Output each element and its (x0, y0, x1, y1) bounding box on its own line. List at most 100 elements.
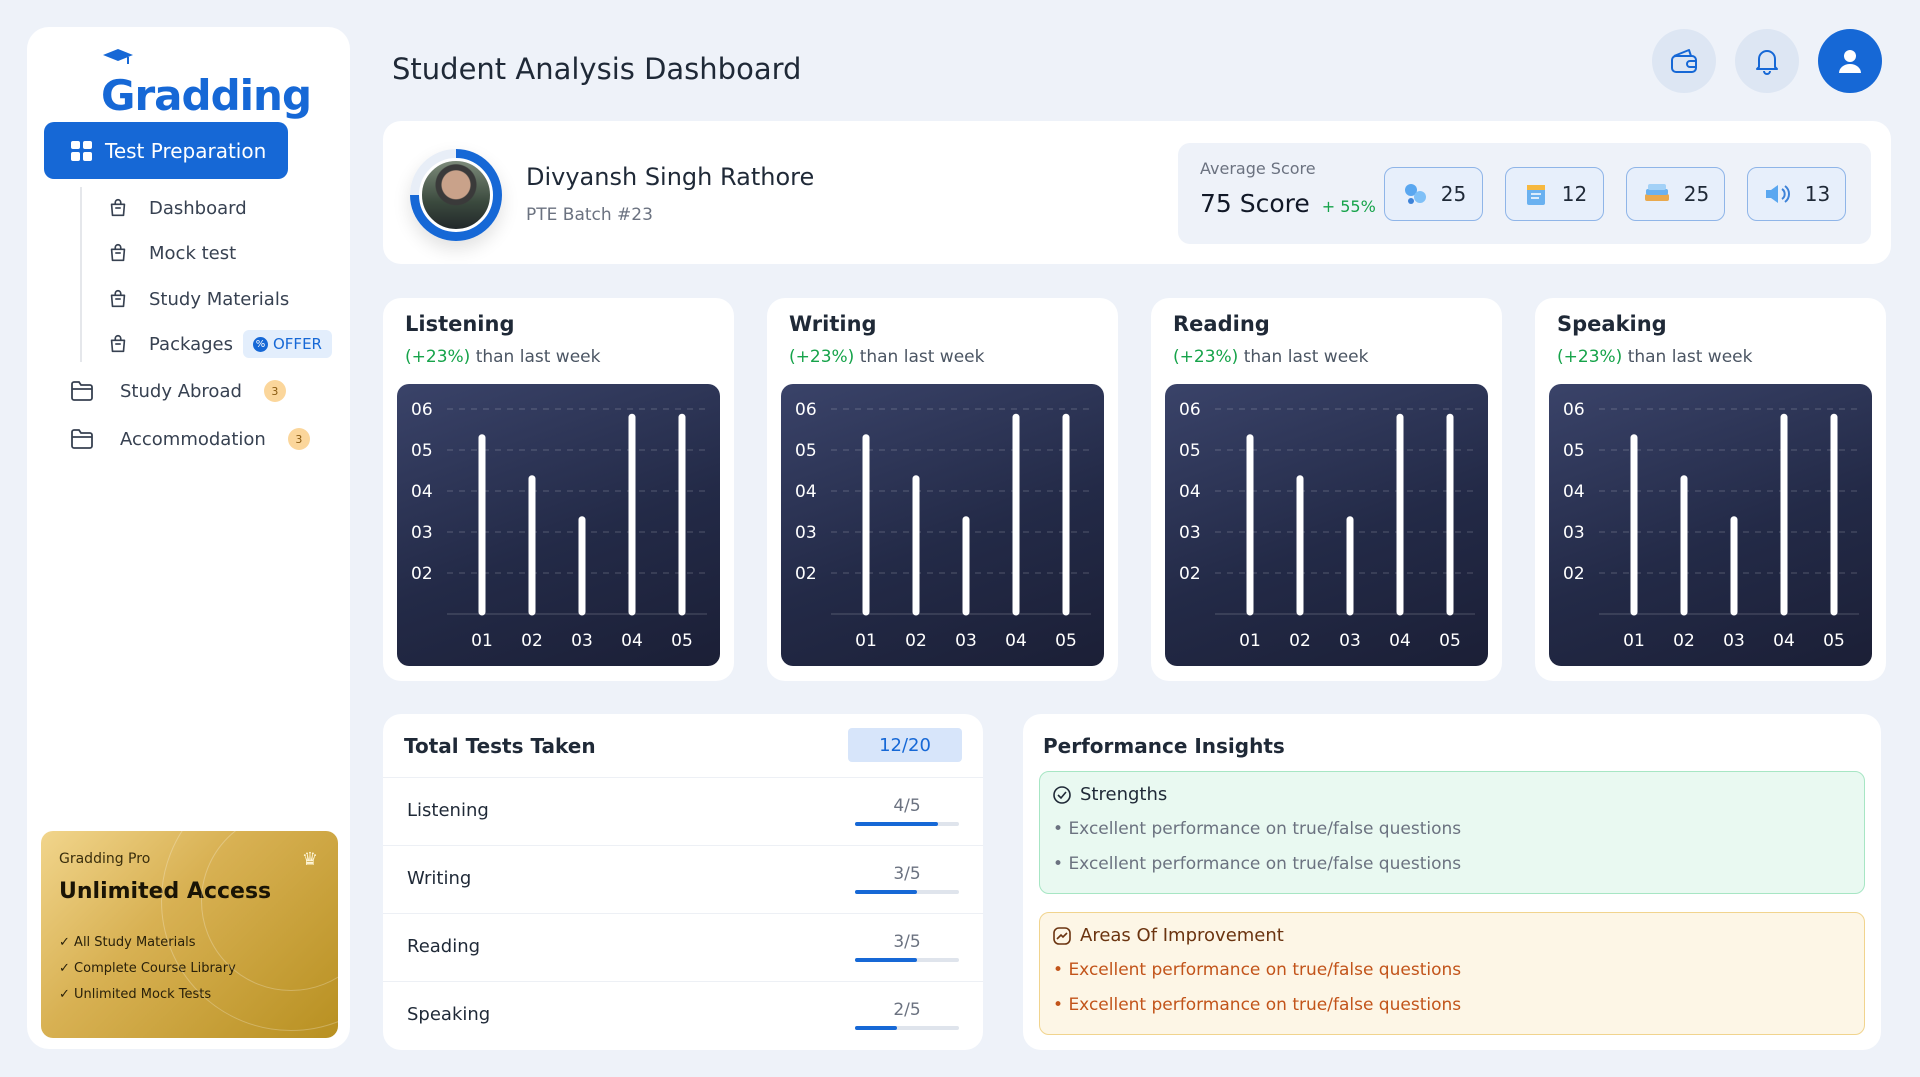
chart-y-tick: 03 (795, 523, 817, 543)
improvement-box: Areas Of Improvement • Excellent perform… (1039, 912, 1865, 1035)
test-row-label: Writing (407, 868, 472, 889)
test-row-progress-fill (855, 822, 939, 826)
test-row-listening[interactable]: Listening 4/5 (383, 777, 983, 845)
chart-y-tick: 05 (795, 441, 817, 461)
average-score-number: 75 Score (1200, 189, 1310, 218)
chart-y-tick: 02 (411, 564, 433, 584)
skill-title: Speaking (1557, 312, 1667, 336)
test-row-reading[interactable]: Reading 3/5 (383, 913, 983, 981)
test-row-label: Listening (407, 800, 489, 821)
skill-card-reading[interactable]: Reading (+23%) than last week 06 05 04 03 02… (1151, 298, 1502, 681)
chart-x-tick: 05 (671, 631, 693, 651)
test-row-progress (855, 890, 959, 894)
count-badge: 3 (263, 380, 286, 402)
nav-test-preparation[interactable]: Test Preparation (44, 122, 288, 179)
test-row-speaking[interactable]: Speaking 2/5 (383, 981, 983, 1049)
subnav-item-packages[interactable]: Packages % OFFER (107, 330, 332, 358)
chart-y-tick: 03 (411, 523, 433, 543)
sidebar-item-study-abroad[interactable]: Study Abroad 3 (70, 380, 286, 402)
crown-icon: ♛ (301, 849, 318, 870)
profile-button[interactable] (1818, 29, 1882, 93)
promo-feature: ✓ All Study Materials (59, 930, 320, 956)
skill-card-speaking[interactable]: Speaking (+23%) than last week 06 05 04 03 0… (1535, 298, 1886, 681)
sidebar-item-label: Accommodation (120, 428, 266, 450)
bag-icon (110, 243, 126, 262)
skill-bar-chart-svg: 06 05 04 03 02 01 02 03 04 05 (795, 400, 1091, 651)
skill-change-pct: (+23%) (789, 347, 855, 367)
avatar[interactable] (419, 158, 493, 232)
total-tests-card: Total Tests Taken 12/20 Listening 4/5 Wr… (383, 714, 983, 1050)
strength-item: • Excellent performance on true/false qu… (1053, 854, 1462, 874)
test-row-writing[interactable]: Writing 3/5 (383, 845, 983, 913)
chart-y-tick: 03 (1179, 523, 1201, 543)
test-row-progress (855, 958, 959, 962)
stat-speaking[interactable]: 13 (1747, 167, 1846, 221)
chart-x-tick: 02 (905, 631, 927, 651)
chart-y-tick: 02 (1179, 564, 1201, 584)
subnav-item-label: Mock test (149, 242, 237, 264)
skill-bar-chart-svg: 06 05 04 03 02 01 02 03 04 05 (1563, 400, 1859, 651)
promo-feature-label: All Study Materials (74, 935, 196, 950)
subnav-item-label: Packages (149, 333, 233, 355)
count-badge: 3 (287, 428, 310, 450)
subnav-line (80, 187, 82, 362)
notifications-button[interactable] (1735, 29, 1799, 93)
chart-y-tick: 05 (1179, 441, 1201, 461)
performance-insights-card: Performance Insights Strengths • Excelle… (1023, 714, 1881, 1050)
chart-y-tick: 06 (1179, 400, 1201, 420)
skill-title: Reading (1173, 312, 1270, 336)
skill-change-note: than last week (859, 347, 985, 367)
skill-card-writing[interactable]: Writing (+23%) than last week 06 05 04 03 02… (767, 298, 1118, 681)
stat-reading[interactable]: 25 (1626, 167, 1725, 221)
chart-y-tick: 06 (1563, 400, 1585, 420)
folder-icon (71, 429, 93, 449)
sidebar-item-accommodation[interactable]: Accommodation 3 (70, 428, 310, 450)
stat-listening[interactable]: 25 (1384, 167, 1483, 221)
student-profile-card: Divyansh Singh Rathore PTE Batch #23 Ave… (383, 121, 1891, 264)
improvement-title: Areas Of Improvement (1080, 925, 1284, 946)
chart-x-tick: 03 (955, 631, 977, 651)
chart-y-tick: 04 (411, 482, 433, 502)
improvement-header: Areas Of Improvement (1052, 925, 1284, 946)
check-icon: ✓ (59, 961, 70, 976)
wallet-button[interactable] (1652, 29, 1716, 93)
skill-change: (+23%) than last week (1173, 347, 1368, 367)
chart-y-tick: 06 (795, 400, 817, 420)
bag-icon (110, 334, 126, 353)
skill-change: (+23%) than last week (789, 347, 984, 367)
skill-change-pct: (+23%) (1557, 347, 1623, 367)
average-score-delta: + 55% (1321, 197, 1376, 216)
writing-icon (1526, 185, 1545, 205)
promo-feature-label: Unlimited Mock Tests (74, 987, 212, 1002)
test-row-label: Speaking (407, 1004, 491, 1025)
strengths-box: Strengths • Excellent performance on tru… (1039, 771, 1865, 894)
stat-writing[interactable]: 12 (1505, 167, 1604, 221)
test-row-progress-fill (855, 1026, 897, 1030)
chart-y-tick: 02 (795, 564, 817, 584)
subnav-item-mock-test[interactable]: Mock test (107, 242, 236, 264)
test-row-progress (855, 822, 959, 826)
skill-change-pct: (+23%) (1173, 347, 1239, 367)
nav-test-preparation-label: Test Preparation (105, 138, 267, 163)
average-score-panel: Average Score 75 Score + 55% 25 12 25 (1178, 143, 1871, 244)
gradding-logo[interactable]: Gradding (101, 71, 312, 120)
average-score-label: Average Score (1200, 159, 1316, 178)
offer-badge: % OFFER (243, 330, 332, 358)
wallet-icon (1671, 49, 1697, 73)
pro-promo-card[interactable]: ♛ Gradding Pro Unlimited Access ✓ All St… (41, 831, 338, 1038)
strengths-header: Strengths (1052, 784, 1167, 805)
improvement-item: • Excellent performance on true/false qu… (1053, 960, 1462, 980)
chart-x-tick: 01 (855, 631, 877, 651)
subnav-item-study-materials[interactable]: Study Materials (107, 288, 289, 310)
skill-bar-chart: 06 05 04 03 02 01 02 03 04 05 (397, 384, 720, 666)
subnav-item-dashboard[interactable]: Dashboard (107, 197, 247, 219)
skill-card-listening[interactable]: Listening (+23%) than last week 06 05 04 03… (383, 298, 734, 681)
chart-y-tick: 05 (411, 441, 433, 461)
test-row-progress-fill (855, 958, 918, 962)
chart-y-tick: 05 (1563, 441, 1585, 461)
test-row-value: 2/5 (893, 1000, 921, 1020)
chart-x-tick: 02 (521, 631, 543, 651)
test-row-label: Reading (407, 936, 481, 957)
strengths-title: Strengths (1080, 784, 1168, 805)
page-title: Student Analysis Dashboard (392, 52, 802, 86)
